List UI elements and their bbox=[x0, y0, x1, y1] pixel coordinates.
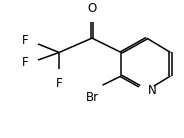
Text: F: F bbox=[22, 34, 29, 47]
Text: N: N bbox=[148, 84, 156, 97]
Text: F: F bbox=[22, 56, 29, 69]
Text: Br: Br bbox=[85, 91, 99, 104]
Text: F: F bbox=[56, 77, 62, 90]
Text: O: O bbox=[87, 2, 97, 15]
